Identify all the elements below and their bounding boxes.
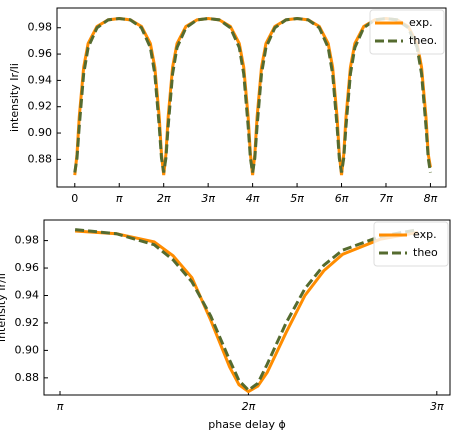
x-tick-label: 2π [242,400,256,413]
y-tick-label: 0.92 [15,316,40,329]
line [74,228,419,393]
y-tick-label: 0.94 [15,288,40,301]
y-tick-label: 0.98 [28,21,53,34]
x-tick-label: 6π [335,192,349,205]
legend-label: exp. [413,228,437,241]
y-tick-label: 0.90 [15,343,40,356]
x-tick-label: 2π [157,192,171,205]
y-tick-label: 0.96 [15,261,40,274]
y-tick-label: 0.94 [28,73,53,86]
y-tick-label: 0.88 [28,152,53,165]
x-tick-label: 5π [290,192,304,205]
y-axis-label: intensity Ir/Ii [0,273,8,342]
x-tick-label: 3π [201,192,215,205]
x-tick-label: 4π [246,192,260,205]
legend-box [369,9,445,55]
y-axis-label: intensity Ir/Ii [8,63,21,132]
legend-label: theo. [409,34,437,47]
plot: 0.88 0.90 0.92 0.94 0.96 0.98 π 2π 3π intensity I… [0,219,451,431]
legend-label: exp. [409,16,433,29]
legend-label: theo [413,246,438,259]
y-tick-label: 0.98 [15,234,40,247]
axes-frame [43,219,451,396]
line [74,229,419,394]
x-tick-label: 7π [379,192,393,205]
x-tick-label: 0 [71,192,78,205]
x-tick-label: 3π [430,400,444,413]
y-tick-label: 0.96 [28,47,53,60]
x-tick-label: 8π [424,192,438,205]
line [73,17,432,173]
y-tick-label: 0.92 [28,100,53,113]
axes-frame [56,7,447,188]
x-tick-label: π [57,400,64,413]
x-axis-label: phase delay ϕ [208,418,286,431]
y-tick-label: 0.88 [15,371,40,384]
y-tick-label: 0.90 [28,126,53,139]
x-tick-label: π [116,192,123,205]
plot: 0.88 0.90 0.92 0.94 0.96 0.98 0 π 2π 3π 4π 5π 6π 7π 8π… [8,7,447,205]
legend-box [373,221,449,267]
